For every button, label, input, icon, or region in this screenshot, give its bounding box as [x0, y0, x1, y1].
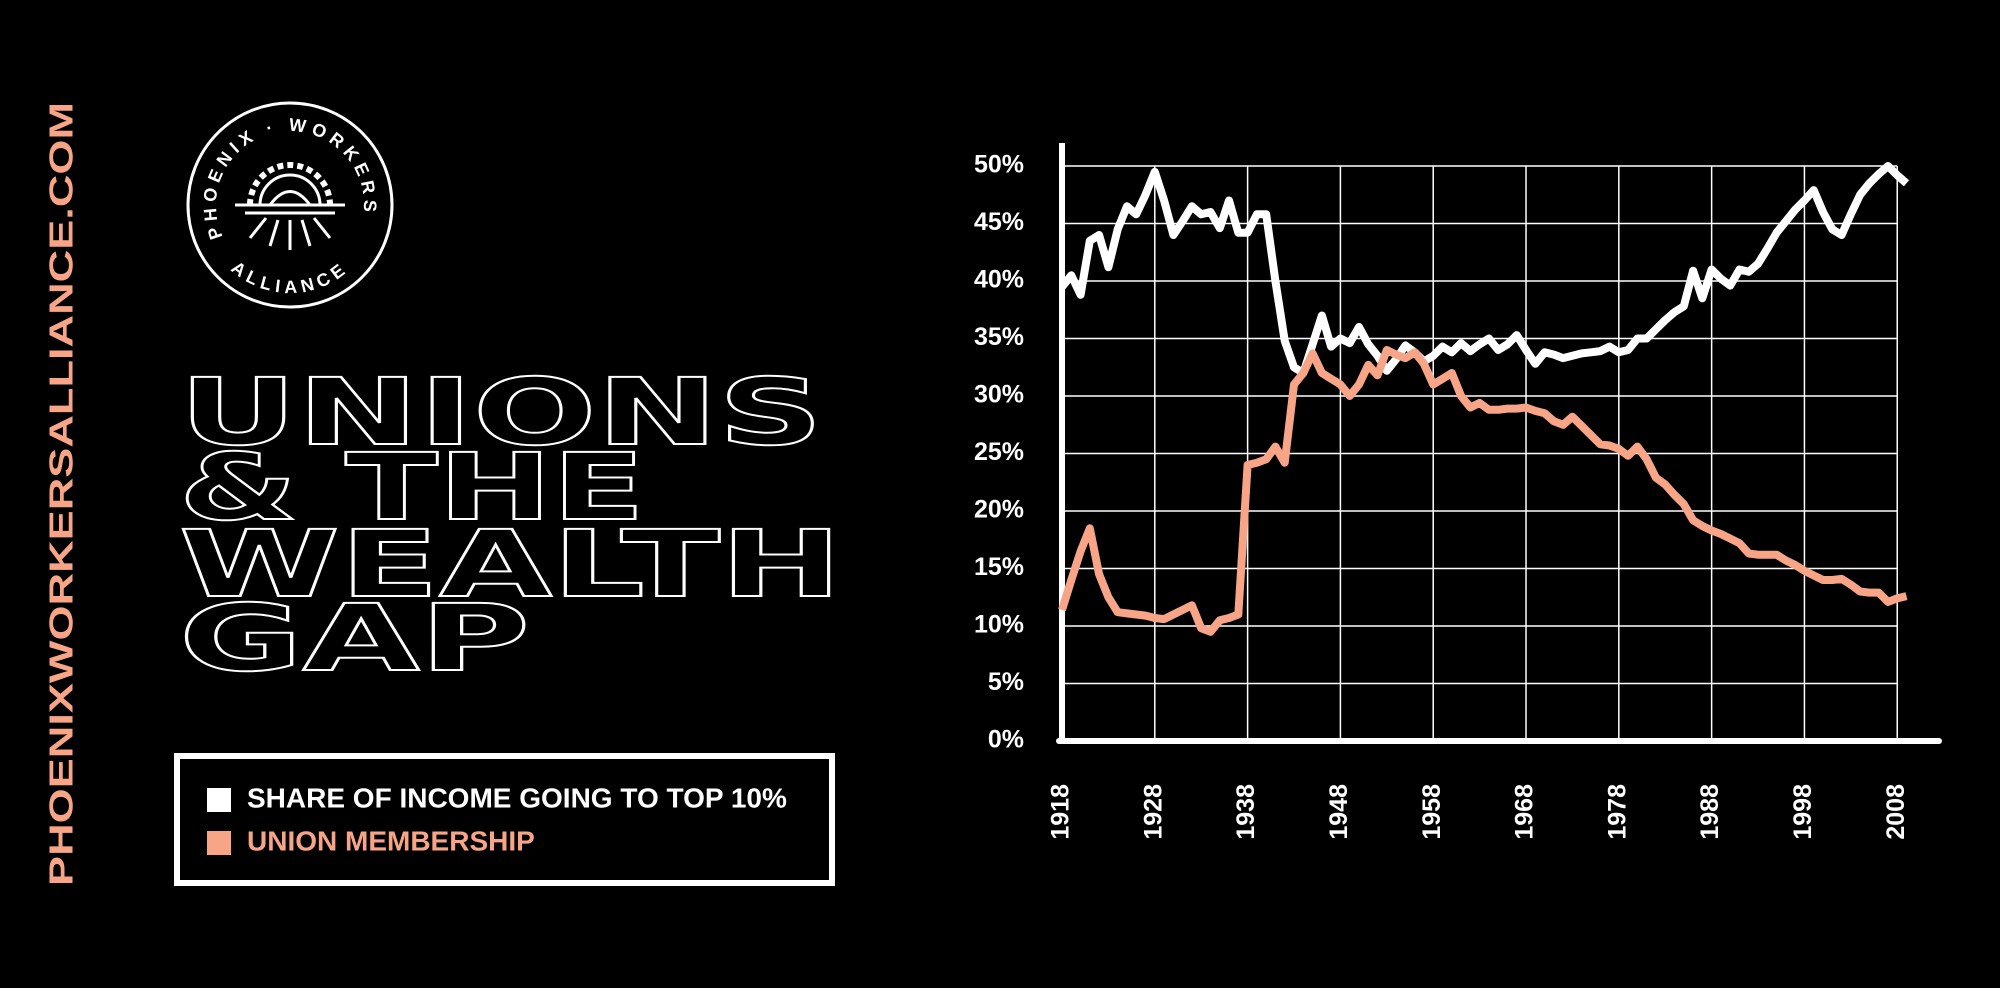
x-tick-label: 1918: [1047, 784, 1075, 840]
x-tick-label: 1958: [1418, 784, 1446, 840]
legend-label: UNION MEMBERSHIP: [247, 825, 535, 856]
legend-swatch: [207, 831, 231, 855]
x-tick-label: 2008: [1882, 784, 1910, 840]
y-tick-label: 0%: [988, 726, 1024, 754]
legend: SHARE OF INCOME GOING TO TOP 10% UNION ME…: [207, 782, 787, 856]
x-tick-label: 1928: [1139, 784, 1167, 840]
x-tick-label: 1948: [1325, 784, 1353, 840]
title-line: GAP: [179, 585, 530, 692]
y-tick-label: 50%: [974, 151, 1024, 179]
y-tick-label: 30%: [974, 381, 1024, 409]
y-tick-label: 25%: [974, 438, 1024, 466]
chart: 0% 5% 10% 15% 20% 25% 30% 35% 40% 45% 50% 1918 1928 1…: [974, 143, 1942, 840]
y-tick-label: 35%: [974, 323, 1024, 351]
title-line: WEALTH: [179, 511, 842, 618]
x-tick-label: 1968: [1511, 784, 1539, 840]
series-line: [1058, 346, 1908, 636]
legend-swatch: [207, 788, 231, 812]
x-tick-label: 1938: [1232, 784, 1260, 840]
legend-box: [174, 753, 835, 886]
site-url: PHOENIXWORKERSALLIANCE.COM: [43, 102, 80, 886]
series-line: [1058, 162, 1910, 377]
y-tick-label: 45%: [974, 208, 1024, 236]
logo-icon: [235, 162, 345, 250]
y-tick-label: 10%: [974, 611, 1024, 639]
title-line: & THE: [179, 434, 645, 541]
logo-ring: [186, 101, 394, 309]
x-tick-label: 1978: [1603, 784, 1631, 840]
y-tick-label: 15%: [974, 553, 1024, 581]
y-tick-label: 5%: [988, 668, 1024, 696]
x-tick-label: 1988: [1696, 784, 1724, 840]
x-tick-label: 1998: [1789, 784, 1817, 840]
y-tick-label: 20%: [974, 496, 1024, 524]
title-line: UNIONS: [179, 359, 823, 466]
legend-label: SHARE OF INCOME GOING TO TOP 10%: [247, 782, 787, 813]
y-tick-label: 40%: [974, 266, 1024, 294]
